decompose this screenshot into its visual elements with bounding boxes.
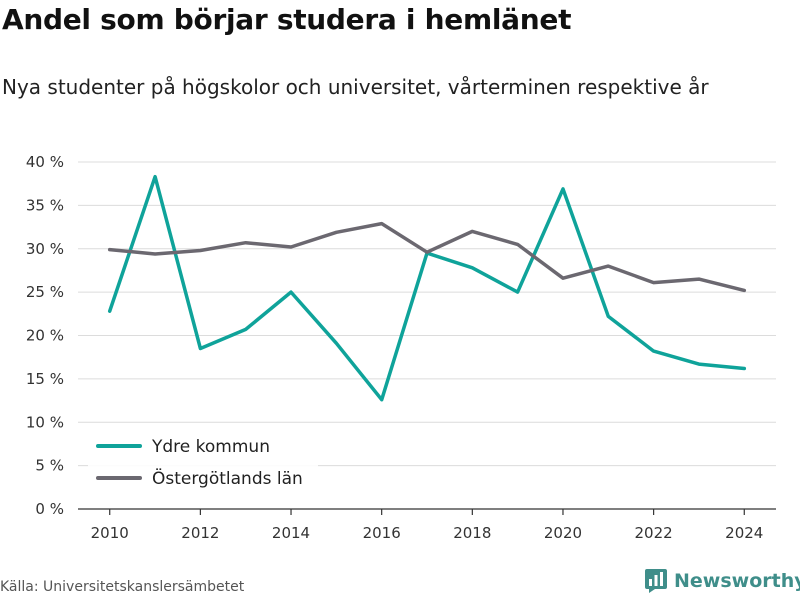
x-tick-label: 2020	[544, 524, 582, 542]
source-note: Källa: Universitetskanslersämbetet	[0, 579, 245, 595]
legend-background	[88, 430, 318, 494]
x-tick-label: 2012	[181, 524, 219, 542]
newsworthy-logo-icon	[645, 569, 667, 593]
x-axis-tick-labels: 2010 2012 2014 2016 2018 2020 2022 2024	[91, 524, 764, 542]
legend-label: Östergötlands län	[152, 467, 303, 489]
y-tick-label: 15 %	[26, 370, 64, 388]
line-chart: 0 %5 %10 %15 %20 %25 %30 %35 %40 % 2010 2…	[26, 153, 776, 542]
gridlines	[78, 161, 776, 467]
x-tick-label: 2014	[272, 524, 310, 542]
brand-name: Newsworthy	[674, 570, 800, 592]
y-tick-label: 5 %	[35, 457, 64, 475]
legend-label: Ydre kommun	[151, 437, 270, 457]
x-tick-label: 2022	[635, 524, 673, 542]
series-line-1	[107, 174, 747, 402]
x-tick-label: 2024	[725, 524, 763, 542]
x-tick-label: 2016	[363, 524, 401, 542]
y-tick-label: 20 %	[26, 327, 64, 345]
y-tick-label: 30 %	[26, 240, 64, 258]
x-tick-label: 2010	[91, 524, 129, 542]
series-lines	[107, 174, 747, 402]
y-axis-tick-labels: 0 % 5 % 10 % 15 % 20 % 25 % 30 % 35 % 40 %	[26, 153, 64, 518]
brand-logo: Newsworthy	[644, 568, 800, 594]
chart-subtitle: Nya studenter på högskolor och universit…	[2, 75, 709, 99]
x-tick-label: 2018	[453, 524, 491, 542]
series-line-2	[107, 221, 747, 293]
y-tick-label: 10 %	[26, 413, 64, 431]
y-tick-label: 40 %	[26, 153, 64, 171]
y-tick-label: 35 %	[26, 196, 64, 214]
y-tick-label: 25 %	[26, 283, 64, 301]
chart-title: Andel som börjar studera i hemlänet	[2, 3, 572, 36]
y-tick-label: 0 %	[35, 500, 64, 518]
x-axis	[78, 508, 776, 515]
legend: Ydre kommun Östergötlands län	[88, 430, 318, 494]
